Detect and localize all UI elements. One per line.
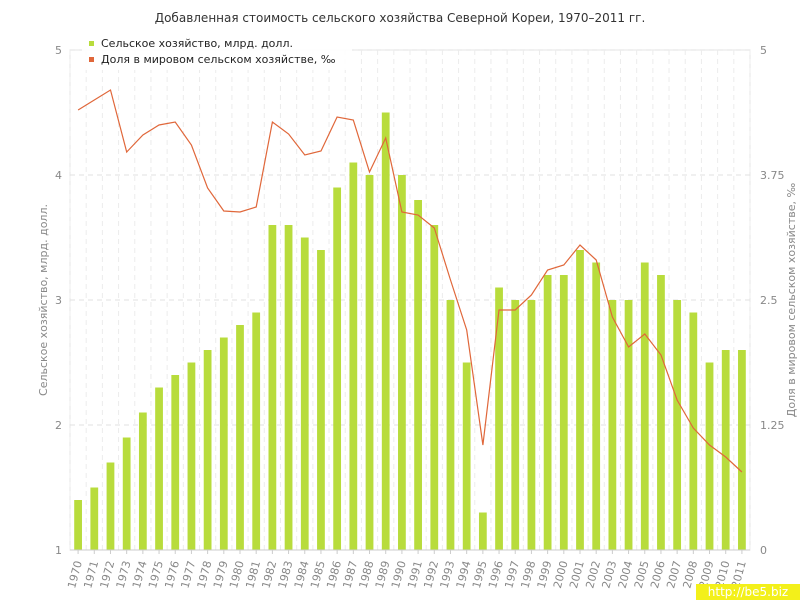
bar-series [74, 112, 746, 550]
bar [155, 387, 163, 550]
bar [608, 300, 617, 550]
bar [252, 312, 261, 550]
bar [559, 275, 568, 550]
bar [689, 312, 698, 550]
bar [511, 300, 520, 550]
bar [203, 350, 212, 550]
bar [624, 300, 633, 550]
y-tick-label: 5 [55, 44, 62, 57]
share-line [77, 89, 743, 473]
bar [527, 300, 536, 550]
bar [365, 175, 374, 550]
bar [187, 362, 196, 550]
bar [106, 462, 115, 550]
legend: Сельское хозяйство, млрд. долл. Доля в м… [82, 37, 352, 70]
bar [657, 275, 665, 550]
axes: 1234501.252.53.7551970197119721973197419… [55, 44, 785, 590]
bar [268, 225, 277, 550]
bar [495, 287, 503, 550]
bar [673, 300, 682, 550]
bar [90, 487, 99, 550]
bar [333, 187, 342, 550]
y-tick-label: 3 [55, 294, 62, 307]
y-axis-label: Сельское хозяйство, млрд. долл. [37, 204, 50, 396]
y2-tick-label: 3.75 [760, 169, 785, 182]
bar [349, 162, 358, 550]
y-tick-label: 1 [55, 544, 62, 557]
bar [284, 225, 293, 550]
y2-tick-label: 0 [760, 544, 767, 557]
bar [478, 512, 487, 550]
y2-axis-label: Доля в мировом сельском хозяйстве, ‰ [785, 183, 798, 418]
bar [122, 437, 131, 550]
bar [300, 237, 309, 550]
bar [171, 375, 180, 550]
bar [576, 250, 584, 550]
y2-tick-label: 1.25 [760, 419, 785, 432]
legend-swatch-bars [89, 41, 94, 46]
bar [317, 250, 325, 550]
bar [138, 412, 147, 550]
bar [430, 225, 439, 550]
line-series [77, 89, 743, 473]
bar [721, 350, 730, 550]
bar [640, 262, 649, 550]
bar [398, 175, 406, 550]
bar [705, 362, 714, 550]
legend-swatch-line [89, 57, 94, 62]
legend-background [82, 38, 352, 70]
bar [236, 325, 244, 550]
chart-title: Добавленная стоимость сельского хозяйств… [155, 11, 646, 25]
legend-label-bars: Сельское хозяйство, млрд. долл. [101, 37, 293, 50]
y2-tick-label: 2.5 [760, 294, 778, 307]
bar [381, 112, 390, 550]
bar [592, 262, 601, 550]
y-tick-label: 2 [55, 419, 62, 432]
bar [462, 362, 471, 550]
legend-label-line: Доля в мировом сельском хозяйстве, ‰ [101, 53, 336, 66]
bar [414, 200, 422, 550]
bar [74, 500, 82, 550]
bar [738, 350, 746, 550]
bar [219, 337, 228, 550]
y-tick-label: 4 [55, 169, 62, 182]
watermark: http://be5.biz [696, 584, 800, 600]
y2-tick-label: 5 [760, 44, 767, 57]
bar [446, 300, 455, 550]
bar [543, 275, 552, 550]
